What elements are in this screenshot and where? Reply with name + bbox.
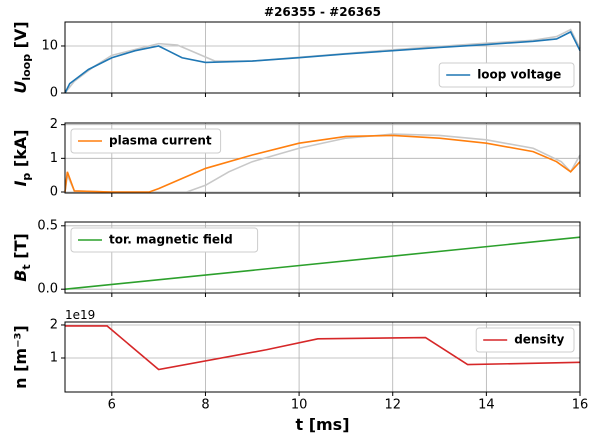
y-label-unit: [kA] — [11, 129, 30, 172]
legend-box — [438, 62, 575, 88]
plot-frame — [64, 221, 581, 294]
series-line — [64, 30, 581, 94]
legend-label: plasma current — [109, 134, 212, 148]
legend-label: loop voltage — [477, 68, 561, 82]
y-axis-label: Ip [kA] — [11, 129, 33, 186]
legend-box — [475, 327, 575, 353]
y-tick-label: 10 — [41, 38, 58, 53]
y-label-sub: p — [20, 173, 33, 181]
plot-frame — [64, 21, 581, 94]
panel: 0 1 2 Ip [kA] plasma current — [11, 117, 581, 199]
chart-title: #26355 - #26365 — [264, 5, 381, 19]
x-tick-label: 14 — [478, 398, 495, 413]
panel: 0 10 #26355 - #26365 Uloop [V] loop voltage — [11, 5, 581, 101]
plot-frame — [64, 122, 581, 194]
offset-text: 1e19 — [65, 308, 95, 322]
y-tick-label: 2 — [50, 317, 58, 332]
legend-label: tor. magnetic field — [109, 233, 233, 247]
legend-box — [70, 227, 259, 253]
series-line — [64, 236, 581, 290]
x-tick-label: 6 — [108, 398, 116, 413]
x-tick-label: 10 — [291, 398, 308, 413]
y-label-unit: [V] — [11, 21, 30, 54]
y-tick-label: 0.5 — [37, 218, 58, 233]
y-tick-label: 1 — [50, 350, 58, 365]
y-label-main: n [m⁻³] — [11, 325, 30, 389]
y-axis-label: Uloop [V] — [11, 21, 33, 93]
x-tick-label: 12 — [384, 398, 401, 413]
y-tick-label: 1 — [50, 151, 58, 166]
y-axis-label: n [m⁻³] — [11, 325, 30, 389]
x-axis-label: t [ms] — [295, 415, 349, 434]
y-tick-label: 0 — [50, 86, 58, 101]
y-label-main: U — [11, 81, 30, 94]
plot-frame — [64, 321, 581, 393]
y-tick-label: 0 — [50, 184, 58, 199]
y-axis-label: Bt [T] — [11, 233, 33, 282]
y-label-sub: loop — [20, 54, 33, 81]
y-label-main: I — [11, 181, 30, 187]
y-tick-label: 2 — [50, 117, 58, 132]
y-label-unit: [T] — [11, 233, 30, 264]
panel: 0.0 0.5 Bt [T] tor. magnetic field — [11, 218, 581, 297]
y-label-main: B — [11, 270, 30, 282]
series-line — [65, 325, 581, 371]
legend-label: density — [514, 333, 564, 347]
y-label-sub: t — [20, 264, 33, 269]
series-line — [64, 134, 581, 193]
y-tick-label: 0.0 — [37, 282, 58, 297]
legend-box — [70, 128, 222, 154]
x-tick-label: 16 — [572, 398, 589, 413]
x-tick-label: 8 — [201, 398, 209, 413]
